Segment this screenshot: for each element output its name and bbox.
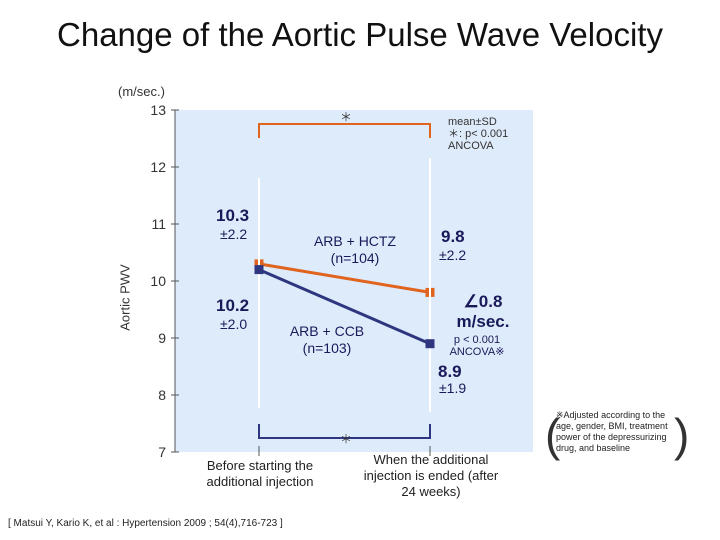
significance-brackets [258,123,431,439]
end-ccb-value: 8.9 [438,362,462,381]
y-tick-label: 12 [150,159,166,175]
x-tick-label-after: When the additional injection is ended (… [363,452,499,499]
series-label-hctz: ARB + HCTZ (n=104) [313,233,397,266]
y-tick-label: 7 [158,444,166,460]
data-point-1-1 [425,339,435,349]
footnote: ※Adjusted according to the age, gender, … [556,410,668,453]
citation: [ Matsui Y, Kario K, et al : Hypertensio… [8,518,283,529]
start-ccb-value: 10.2 [216,296,250,315]
start-hctz-value: 10.3 [216,206,250,225]
y-tick-label: 9 [158,330,166,346]
y-tick-label: 11 [151,216,166,232]
axis-layer: 7 8 9 10 11 12 13 [150,102,431,460]
footnote-bracket-right: ) [674,409,690,461]
series-label-ccb: ARB + CCB (n=103) [289,323,365,356]
y-tick-label: 13 [150,102,166,118]
sig-star-top: ＊ [340,110,353,124]
data-point-1-0 [254,265,264,275]
start-hctz-sd: ±2.2 [220,226,248,242]
y-tick-label: 8 [158,387,166,403]
sig-bracket-hctz [258,123,431,138]
footnote-bracket-left: ( [545,409,561,461]
stats-legend: mean±SD ＊: p< 0.001 ANCOVA [448,116,509,152]
x-tick-label-before: Before starting the additional injection [206,458,314,489]
sig-bracket-ccb [258,424,431,439]
series-layer [254,158,435,412]
end-hctz-value: 9.8 [441,227,465,246]
y-unit-label: (m/sec.) [118,84,165,99]
sig-star-bottom: ＊ [340,432,353,446]
start-ccb-sd: ±2.0 [220,316,248,332]
end-ccb-sd: ±1.9 [439,380,467,396]
difference-annotation: ∠0.8 m/sec. [456,292,510,331]
series-line-1 [258,268,431,346]
series-line-0 [258,262,431,294]
y-tick-label: 10 [150,273,166,289]
chart-title: Change of the Aortic Pulse Wave Velocity [57,16,663,53]
end-hctz-sd: ±2.2 [439,247,467,263]
p-value-annotation: p < 0.001 ANCOVA※ [449,334,505,358]
